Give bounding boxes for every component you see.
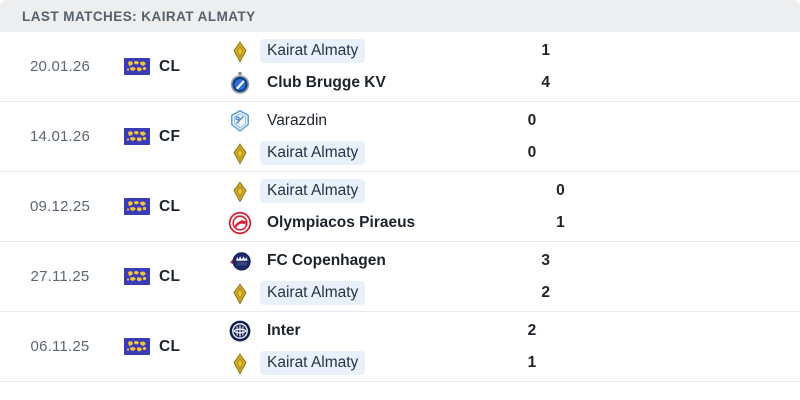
home-score: 0	[527, 111, 537, 129]
varazdin-crest	[228, 109, 252, 133]
away-score: 2	[541, 283, 551, 301]
teams-cell: Inter Kairat Almaty	[220, 319, 498, 375]
kairat-almaty-crest	[228, 39, 252, 63]
uefa-flag-icon	[124, 198, 150, 215]
inter-crest	[228, 319, 252, 343]
teams-cell: FC Copenhagen Kairat Almaty	[220, 249, 511, 305]
team-name[interactable]: Kairat Almaty	[260, 280, 366, 305]
kairat-almaty-crest	[228, 351, 252, 375]
match-row[interactable]: 27.11.25 CL FC Copenhagen Kairat Almaty 3 2	[0, 242, 800, 312]
panel-title: LAST MATCHES: KAIRAT ALMATY	[22, 8, 256, 24]
away-team[interactable]: Club Brugge KV	[228, 71, 511, 95]
away-team[interactable]: Kairat Almaty	[228, 140, 498, 165]
kairat-almaty-crest	[228, 141, 252, 165]
olympiacos-crest	[228, 211, 252, 235]
away-team[interactable]: Olympiacos Piraeus	[228, 211, 526, 235]
team-name[interactable]: Kairat Almaty	[260, 38, 366, 63]
match-row[interactable]: 20.01.26 CL Kairat Almaty Club Brugge KV 1 4	[0, 32, 800, 102]
home-score: 0	[556, 181, 565, 199]
match-date: 06.11.25	[30, 338, 90, 355]
match-date: 20.01.26	[30, 58, 90, 75]
uefa-flag-icon	[124, 338, 150, 355]
teams-cell: Kairat Almaty Olympiacos Piraeus	[220, 178, 526, 235]
competition-label: CF	[159, 127, 181, 145]
club-brugge-crest	[228, 71, 252, 95]
team-name[interactable]: Kairat Almaty	[260, 350, 366, 375]
team-name[interactable]: Inter	[267, 321, 301, 339]
away-score: 1	[527, 353, 537, 371]
away-score: 4	[541, 73, 551, 91]
uefa-flag-icon	[124, 268, 150, 285]
competition-cell[interactable]: CL	[120, 338, 220, 356]
team-name[interactable]: Club Brugge KV	[267, 73, 386, 91]
fc-copenhagen-crest	[228, 249, 252, 273]
away-score: 0	[527, 143, 537, 161]
competition-cell[interactable]: CF	[120, 128, 220, 146]
team-name[interactable]: Kairat Almaty	[260, 178, 366, 203]
home-team[interactable]: Inter	[228, 319, 498, 343]
match-row[interactable]: 06.11.25 CL Inter Kairat Almaty 2 1	[0, 312, 800, 382]
competition-cell[interactable]: CL	[120, 58, 220, 76]
home-team[interactable]: Varazdin	[228, 109, 498, 133]
competition-cell[interactable]: CL	[120, 268, 220, 286]
home-team[interactable]: FC Copenhagen	[228, 249, 511, 273]
home-team[interactable]: Kairat Almaty	[228, 178, 526, 203]
home-score: 1	[541, 41, 551, 59]
competition-label: CL	[159, 267, 181, 285]
teams-cell: Kairat Almaty Club Brugge KV	[220, 38, 511, 95]
match-date: 14.01.26	[30, 128, 90, 145]
home-score: 2	[527, 321, 537, 339]
team-name[interactable]: Varazdin	[267, 111, 328, 129]
match-list: 20.01.26 CL Kairat Almaty Club Brugge KV 1 4 1…	[0, 32, 800, 382]
match-date: 09.12.25	[30, 198, 90, 215]
uefa-flag-icon	[124, 58, 150, 75]
competition-label: CL	[159, 57, 181, 75]
match-row[interactable]: 09.12.25 CL Kairat Almaty Olympiacos Piraeu…	[0, 172, 800, 242]
uefa-flag-icon	[124, 128, 150, 145]
team-name[interactable]: Olympiacos Piraeus	[267, 213, 416, 231]
kairat-almaty-crest	[228, 179, 252, 203]
competition-label: CL	[159, 337, 181, 355]
away-team[interactable]: Kairat Almaty	[228, 280, 511, 305]
home-team[interactable]: Kairat Almaty	[228, 38, 511, 63]
competition-cell[interactable]: CL	[120, 198, 220, 216]
match-date: 27.11.25	[30, 268, 90, 285]
team-name[interactable]: FC Copenhagen	[267, 251, 386, 269]
away-team[interactable]: Kairat Almaty	[228, 350, 498, 375]
competition-label: CL	[159, 197, 181, 215]
team-name[interactable]: Kairat Almaty	[260, 140, 366, 165]
teams-cell: Varazdin Kairat Almaty	[220, 109, 498, 165]
panel-header: LAST MATCHES: KAIRAT ALMATY	[0, 0, 800, 32]
kairat-almaty-crest	[228, 281, 252, 305]
home-score: 3	[541, 251, 551, 269]
away-score: 1	[556, 213, 565, 231]
match-row[interactable]: 14.01.26 CF Varazdin Kairat Almaty 0 0	[0, 102, 800, 172]
